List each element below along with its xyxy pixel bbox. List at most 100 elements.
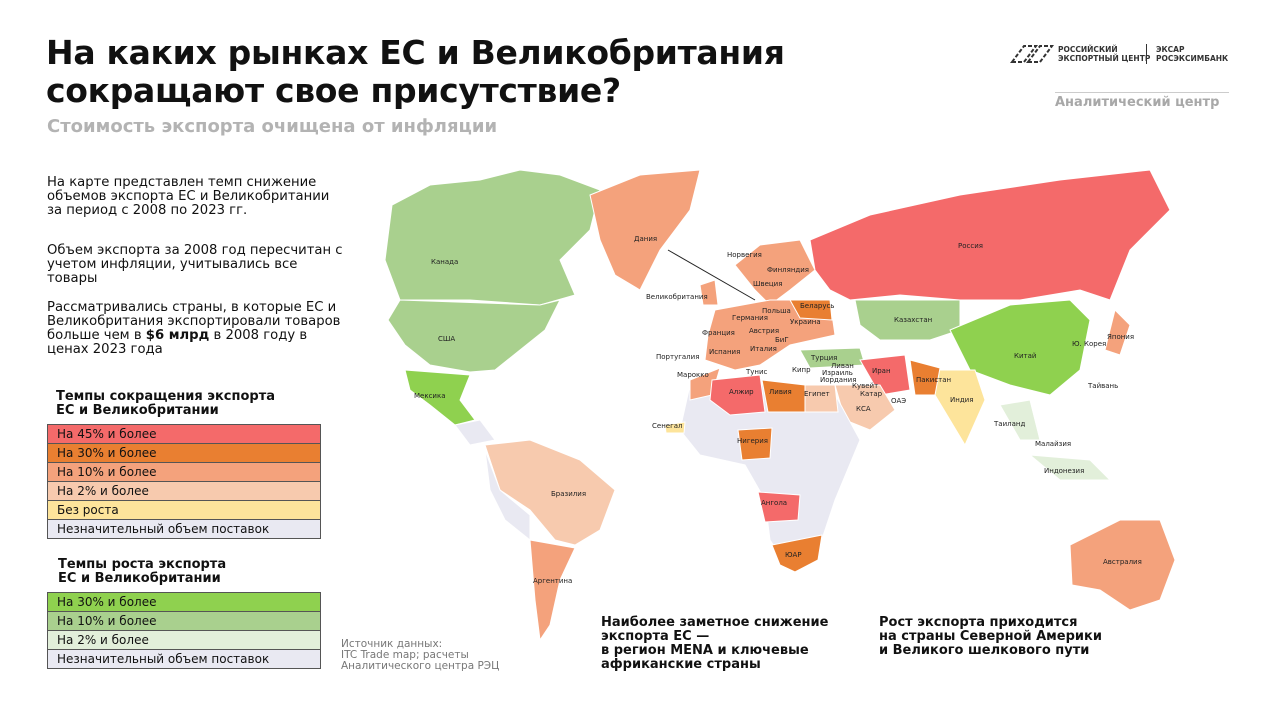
country-label: Ю. Корея [1072,340,1106,348]
region [1104,309,1131,356]
country-label: Индия [950,396,973,404]
country-label: Испания [709,348,740,356]
region [1028,454,1112,481]
country-label: БиГ [775,336,789,344]
region [854,299,961,341]
intro-paragraph: Рассматривались страны, в которые ЕС и В… [47,301,347,357]
region [789,299,833,321]
country-label: Швеция [753,280,782,288]
country-label: Италия [750,345,777,353]
country-label: Таиланд [993,420,1025,428]
country-label: Марокко [677,371,709,379]
intro-paragraph: На карте представлен темп снижение объем… [47,175,330,218]
country-label: Польша [762,307,791,315]
leader-line [667,249,756,301]
region [589,169,701,291]
note-line: Рост экспорта приходится [879,615,1078,630]
legend-title: Темпы сокращения экспорта ЕС и Великобри… [56,390,275,418]
legend-row: На 45% и более [47,424,321,444]
logo-line: ЭКСПОРТНЫЙ ЦЕНТР [1058,54,1151,63]
legend-row: На 30% и более [47,592,321,612]
country-label: Дания [634,235,657,243]
legend-item: На 10% и более [47,462,321,482]
country-label: Ангола [761,499,787,507]
country-label: Иран [872,367,891,375]
legend-row: На 2% и более [47,630,321,650]
department: Аналитический центр [1055,92,1229,110]
region [387,299,561,373]
country-label: Бразилия [551,490,586,498]
country-labels: Дания Норвегия Финляндия Швеция Великобр… [414,235,1142,585]
country-label: Россия [958,242,983,250]
intro-paragraph: Объем экспорта за 2008 год пересчитан с … [47,243,343,286]
legend-item: На 10% и более [47,611,321,631]
legend-item: На 30% и более [47,443,321,463]
title-line: На каких рынках ЕС и Великобритания [46,33,785,72]
country-label: Сенегал [652,422,683,430]
region [949,299,1091,396]
country-label: Ливия [769,388,792,396]
legend-item: На 2% и более [47,481,321,501]
note-line: африканские страны [601,657,761,672]
title: На каких рынках ЕС и Великобритания сокр… [46,34,785,110]
region [809,169,1171,301]
country-label: Индонезия [1044,467,1084,475]
note-line: в регион MENA и ключевые [601,643,809,658]
legend-title-line: Темпы роста экспорта [58,557,227,572]
source-line: Источник данных: [341,638,443,650]
country-label: Германия [732,314,768,322]
country-label: Нигерия [737,437,768,445]
country-label: Австралия [1103,558,1142,566]
country-label: ЮАР [785,551,802,559]
country-label: США [438,335,455,343]
legend-title-line: ЕС и Великобритании [56,403,219,418]
region [734,239,816,306]
country-label: Китай [1014,352,1036,360]
region [454,419,496,446]
logo-divider [1146,44,1147,64]
note: Наиболее заметное снижение экспорта ЕС —… [601,616,828,672]
country-label: Тунис [745,368,768,376]
country-label: Иордания [820,376,856,384]
country-label: Кувейт [852,382,878,390]
country-label: Канада [431,258,458,266]
legend-row: На 2% и более [47,481,321,501]
country-label: Великобритания [646,293,708,301]
source: Источник данных: ITC Trade map; расчеты … [341,639,499,672]
country-label: Украина [790,318,821,326]
region [757,491,801,523]
legend-item: Незначительный объем поставок [47,649,321,669]
logo-line: РОСЭКСИМБАНК [1156,54,1229,63]
region [699,279,719,306]
country-label: Франция [702,329,735,337]
country-label: Аргентина [533,577,572,585]
legend-row: На 10% и более [47,611,321,631]
country-label: Тайвань [1087,382,1118,390]
country-label: Ливан [831,362,854,370]
source-line: Аналитического центра РЭЦ [341,660,500,672]
text: Рассматривались страны, в которые ЕС и В… [47,300,341,343]
country-label: Малайзия [1035,440,1071,448]
logo-line: РОССИЙСКИЙ [1058,45,1118,54]
region [804,384,839,413]
note: Рост экспорта приходится на страны Север… [879,616,1102,658]
legend-row: Незначительный объем поставок [47,519,321,539]
region [761,379,806,413]
region [529,539,576,642]
region [384,169,601,306]
logo-line: ЭКСАР [1156,45,1185,54]
region [859,354,911,396]
legend-row: На 30% и более [47,443,321,463]
legend-row: Без роста [47,500,321,520]
legend-item: Незначительный объем поставок [47,519,321,539]
region [664,421,686,434]
note-line: экспорта ЕС — [601,629,710,644]
country-label: Кипр [792,366,811,374]
text-bold: $6 млрд [145,328,210,343]
country-label: Португалия [656,353,699,361]
region [1069,519,1176,611]
legend-row: На 10% и более [47,462,321,482]
logo-rec: РОССИЙСКИЙ ЭКСПОРТНЫЙ ЦЕНТР [1058,45,1150,63]
country-label: Израиль [822,369,853,377]
